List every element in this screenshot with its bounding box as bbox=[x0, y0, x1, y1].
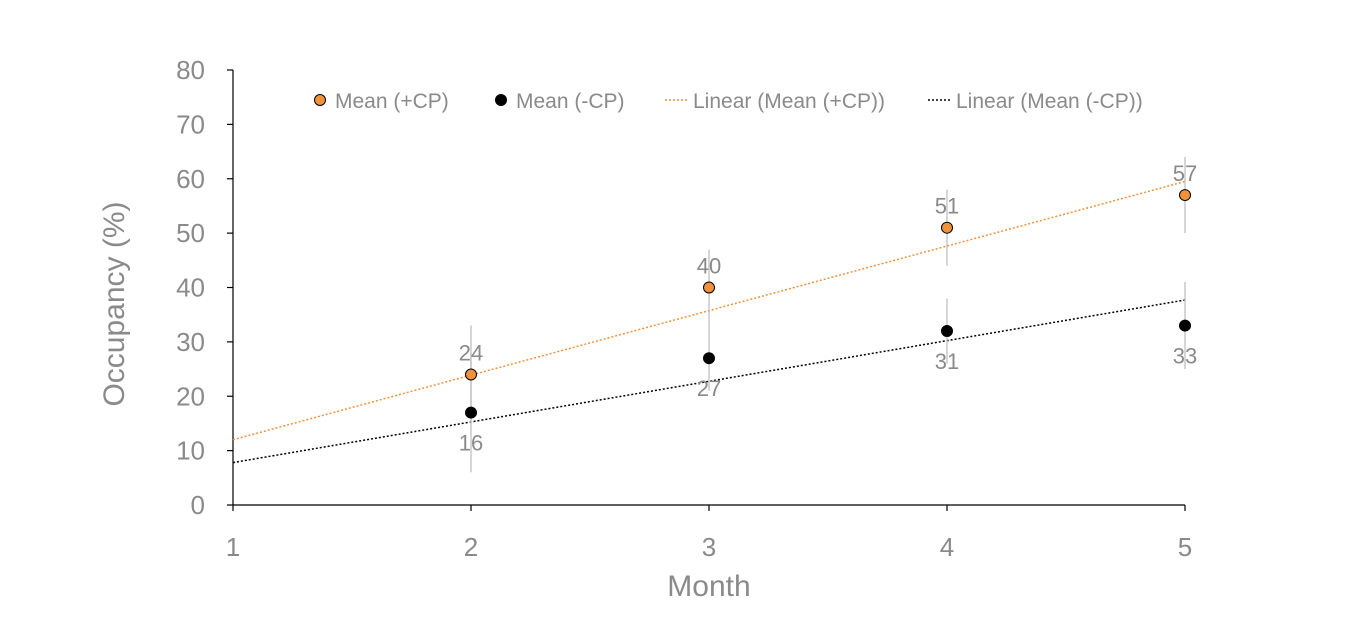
data-point bbox=[703, 281, 715, 294]
trendline-1 bbox=[232, 299, 1186, 464]
x-axis-title: Month bbox=[667, 570, 750, 603]
x-tick-label: 1 bbox=[226, 532, 240, 562]
data-point bbox=[1179, 189, 1191, 202]
data-label: 57 bbox=[1173, 161, 1197, 186]
y-tick-label: 20 bbox=[176, 381, 205, 411]
legend-label: Mean (-CP) bbox=[516, 90, 625, 113]
x-tick-label: 4 bbox=[940, 532, 954, 562]
data-label: 33 bbox=[1173, 344, 1197, 369]
data-label: 27 bbox=[697, 376, 721, 401]
data-point bbox=[1179, 319, 1191, 332]
y-tick-label: 40 bbox=[176, 273, 205, 303]
data-labels-layer: 24 40 51 57 16 27 31 33 bbox=[459, 161, 1197, 456]
data-point bbox=[465, 368, 477, 381]
data-label: 24 bbox=[459, 341, 483, 366]
x-tick-label: 3 bbox=[702, 532, 716, 562]
y-tick-label: 60 bbox=[176, 164, 205, 194]
legend-marker bbox=[314, 94, 326, 106]
data-label: 51 bbox=[935, 194, 959, 219]
legend-label: Linear (Mean (+CP)) bbox=[693, 90, 885, 113]
legend-label: Mean (+CP) bbox=[335, 90, 449, 113]
y-tick-label: 30 bbox=[176, 327, 205, 357]
legend-marker bbox=[495, 94, 507, 106]
y-axis-title: Occupancy (%) bbox=[98, 201, 131, 406]
data-point bbox=[941, 221, 953, 234]
legend: Mean (+CP) Mean (-CP) Linear (Mean (+CP)) L… bbox=[314, 90, 1143, 113]
y-tick-label: 10 bbox=[176, 436, 205, 466]
error-bars-layer bbox=[470, 157, 1186, 473]
y-tick-label: 70 bbox=[176, 109, 205, 139]
data-point bbox=[941, 325, 953, 337]
y-tick-label: 0 bbox=[191, 490, 205, 520]
y-tick-label: 50 bbox=[176, 218, 205, 248]
data-point bbox=[703, 352, 715, 365]
x-tick-label: 5 bbox=[1178, 532, 1192, 562]
data-label: 40 bbox=[697, 254, 721, 279]
data-label: 16 bbox=[459, 431, 483, 456]
y-tick-label: 80 bbox=[176, 55, 205, 85]
data-point bbox=[465, 406, 477, 419]
legend-label: Linear (Mean (-CP)) bbox=[956, 90, 1143, 113]
x-tick-label: 2 bbox=[464, 532, 478, 562]
points-layer bbox=[465, 189, 1191, 419]
axes-layer: 0 10 20 30 40 50 60 70 80 1 2 3 4 5 bbox=[176, 55, 1192, 562]
data-label: 31 bbox=[935, 349, 959, 374]
